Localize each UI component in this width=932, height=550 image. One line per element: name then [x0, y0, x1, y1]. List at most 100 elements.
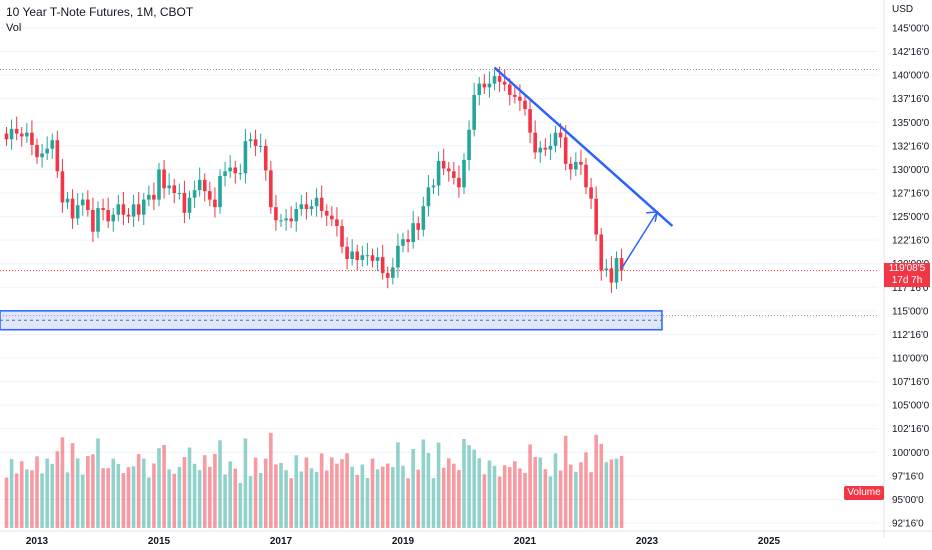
- volume-bar: [614, 458, 619, 528]
- candle-body: [238, 173, 243, 175]
- candle-body: [263, 145, 268, 171]
- price-tick-label: 115'00'0: [892, 306, 929, 317]
- projection-arrowhead: [646, 211, 659, 223]
- symbol-title[interactable]: 10 Year T-Note Futures, 1M, CBOT: [6, 5, 194, 19]
- projection-arrow[interactable]: [620, 211, 658, 269]
- volume-bar: [584, 452, 588, 528]
- volume-bar: [396, 442, 400, 528]
- volume-bar: [568, 464, 573, 528]
- volume-bar: [497, 476, 502, 528]
- candle-body: [421, 206, 426, 230]
- candle-body: [304, 204, 309, 210]
- candle-body: [86, 199, 90, 210]
- volume-bar: [106, 468, 110, 528]
- candle-body: [375, 257, 380, 261]
- volume-bar: [355, 474, 360, 528]
- volume-bar: [360, 464, 365, 528]
- candle-body: [294, 209, 299, 222]
- candle-body: [202, 179, 207, 192]
- volume-bar: [289, 478, 293, 528]
- last-price-badge: 119'08'5 17d 7h: [884, 263, 930, 287]
- candle-body: [70, 198, 75, 219]
- last-price-value: 119'08'5: [888, 263, 926, 274]
- volume-bar: [523, 472, 527, 528]
- candle-body: [538, 147, 543, 153]
- volume-bar: [147, 477, 151, 528]
- candle-body: [253, 139, 258, 146]
- candle-body: [289, 218, 293, 222]
- candle-body: [391, 267, 395, 278]
- volume-bar: [528, 444, 532, 528]
- candle-body: [172, 185, 177, 193]
- volume-bar: [157, 448, 161, 528]
- candle-body: [131, 204, 136, 217]
- time-tick-label: 2021: [514, 536, 537, 547]
- candle-body: [411, 223, 415, 243]
- candle-body: [177, 193, 182, 194]
- volume-bar: [91, 454, 95, 528]
- volume-bar: [609, 459, 614, 528]
- volume-bar: [487, 460, 492, 528]
- candle-body: [406, 239, 410, 243]
- candle-body: [324, 210, 329, 216]
- volume-bar: [365, 478, 370, 528]
- candle-body: [75, 205, 80, 219]
- volume-bar: [553, 453, 558, 528]
- candle-body: [502, 81, 507, 85]
- time-tick-label: 2017: [270, 536, 293, 547]
- candle-body: [182, 193, 187, 213]
- candle-body: [299, 204, 304, 210]
- candle-body: [30, 132, 34, 145]
- candle-body: [106, 209, 110, 222]
- candle-body: [223, 171, 227, 177]
- candle-body: [548, 145, 553, 150]
- volume-bar: [462, 438, 466, 528]
- price-tick-label: 137'16'0: [892, 94, 930, 105]
- candle-body: [274, 207, 278, 221]
- volume-bar: [335, 463, 339, 528]
- time-tick-label: 2019: [392, 536, 415, 547]
- candle-body: [91, 209, 95, 232]
- price-tick-label: 125'00'0: [892, 212, 930, 223]
- volume-bar: [330, 457, 334, 528]
- price-tick-label: 127'16'0: [892, 189, 930, 200]
- candle-body: [452, 171, 456, 178]
- volume-bar: [187, 447, 192, 528]
- volume-bar: [294, 455, 299, 528]
- price-tick-label: 110'00'0: [892, 354, 929, 365]
- volume-bar: [375, 469, 380, 528]
- volume-bar: [436, 442, 441, 528]
- candle-body: [584, 164, 588, 188]
- volume-bar: [253, 457, 258, 528]
- candle-body: [147, 194, 151, 200]
- volume-bar: [162, 445, 166, 528]
- candle-body: [55, 140, 60, 172]
- volume-bar: [411, 449, 415, 528]
- currency-label: USD: [892, 4, 914, 15]
- candle-body: [574, 161, 578, 170]
- candle-body: [492, 76, 497, 84]
- volume-bar: [80, 474, 85, 528]
- candle-body: [350, 251, 354, 259]
- volume-bar: [594, 434, 598, 528]
- candle-body: [340, 226, 344, 247]
- candle-body: [513, 94, 517, 97]
- volume-bar: [86, 456, 90, 528]
- resistance-trendline[interactable]: [493, 66, 674, 227]
- candle-body: [319, 197, 324, 211]
- volume-bar: [284, 470, 288, 528]
- volume-bar: [579, 462, 583, 528]
- candle-body: [243, 141, 248, 174]
- volume-bar: [492, 465, 497, 528]
- volume-bar: [172, 473, 177, 528]
- bar-countdown: 17d 7h: [891, 275, 923, 286]
- candle-body: [457, 177, 461, 188]
- candle-body: [45, 148, 49, 154]
- volume-bar: [101, 468, 105, 528]
- candle-body: [472, 94, 476, 130]
- volume-bar: [619, 456, 624, 528]
- volume-bar: [380, 466, 385, 528]
- volume-bar: [25, 469, 29, 528]
- price-tick-label: 97'16'0: [892, 471, 924, 482]
